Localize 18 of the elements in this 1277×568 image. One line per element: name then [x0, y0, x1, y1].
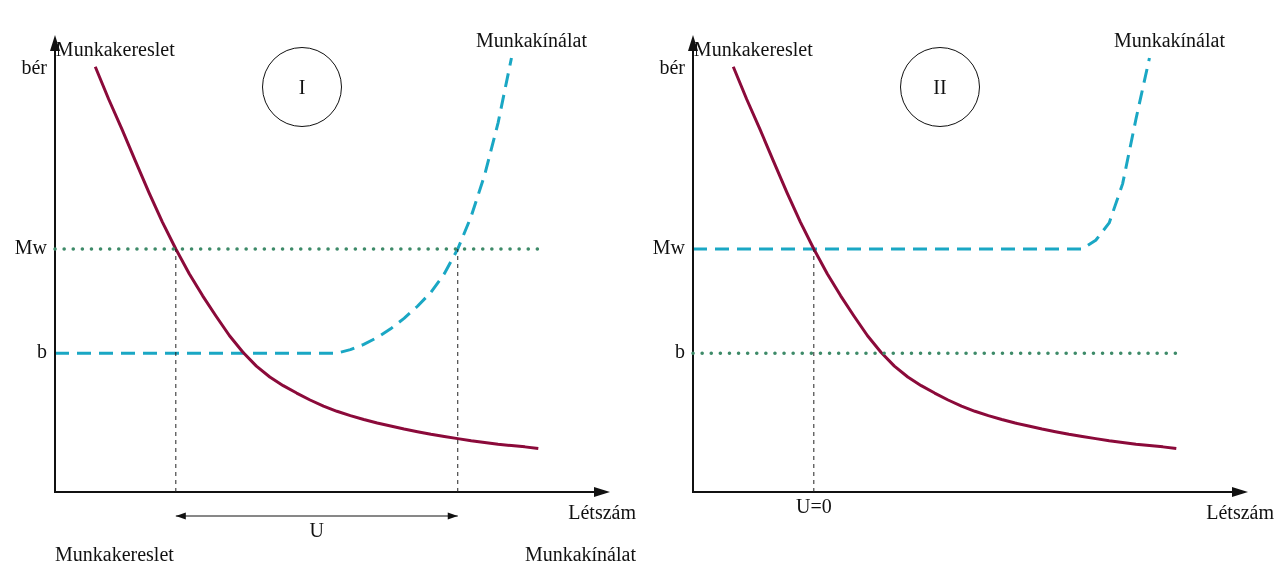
text: U	[309, 519, 325, 542]
text: U=0	[795, 495, 832, 518]
series-label: Munkakereslet	[693, 37, 814, 60]
text: Munkakínálat	[524, 543, 637, 566]
text: Munkakereslet	[55, 543, 175, 566]
text: b	[37, 340, 47, 363]
text: b	[675, 340, 685, 363]
y-axis-title: bér	[21, 56, 48, 79]
series-label: Munkakínálat	[1113, 29, 1226, 52]
text: II	[933, 75, 947, 99]
y-axis-title: bér	[659, 56, 686, 79]
series-label: Munkakereslet	[55, 37, 176, 60]
text: Mw	[14, 236, 48, 259]
text: Mw	[652, 236, 686, 259]
text: I	[298, 75, 306, 99]
series-label: Munkakínálat	[475, 29, 588, 52]
x-axis-title: Létszám	[1206, 501, 1275, 524]
x-axis-title: Létszám	[568, 501, 637, 524]
